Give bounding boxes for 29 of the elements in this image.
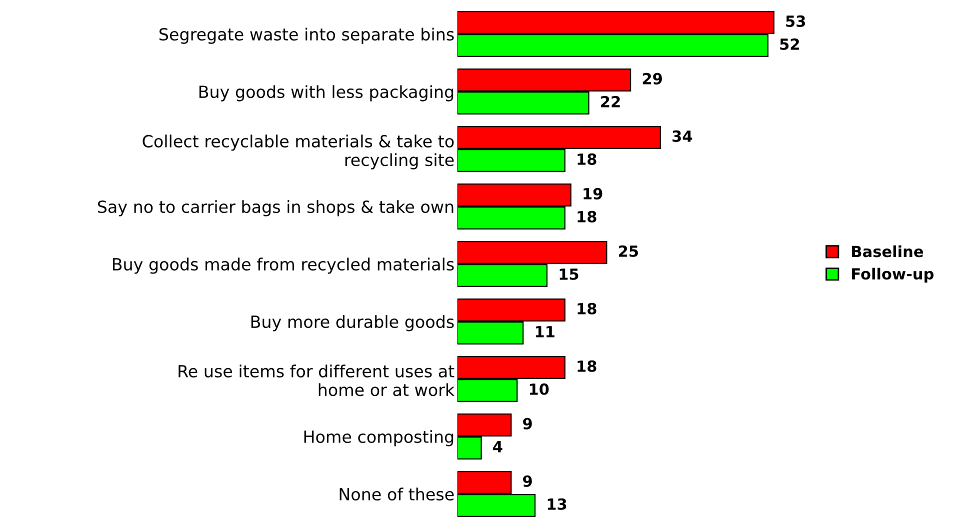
data-label: 22 [601, 96, 620, 108]
data-label: 18 [578, 360, 596, 372]
y-tick-label: Segregate waste into separate bins [160, 28, 454, 44]
data-label: 52 [780, 38, 799, 50]
data-label: 13 [548, 498, 566, 510]
y-tick-label: None of these [340, 488, 454, 501]
data-label: 4 [493, 441, 502, 452]
data-label: 18 [578, 302, 596, 314]
data-label: 11 [536, 326, 554, 338]
data-label: 9 [523, 418, 532, 430]
data-label: 29 [642, 72, 662, 84]
data-label: 19 [584, 188, 602, 200]
y-tick-label: Buy goods with less packaging [199, 85, 454, 102]
data-label: 34 [672, 130, 692, 142]
data-label: 18 [578, 210, 596, 222]
legend-label: Baseline [852, 245, 924, 258]
y-tick-label: Buy goods made from recycled materials [112, 258, 454, 274]
y-tick-label: Buy more durable goods [251, 315, 454, 332]
data-label: 15 [560, 268, 578, 280]
data-label: 10 [530, 383, 549, 395]
data-label: 53 [786, 15, 806, 27]
y-tick-label: Say no to carrier bags in shops & take own [98, 200, 454, 216]
data-label: 18 [578, 153, 596, 165]
y-tick-label: Collect recyclable materials & take to recycling site [142, 134, 454, 170]
data-label: 25 [618, 245, 638, 257]
y-tick-label: Re use items for different uses at home or at work [178, 364, 455, 396]
data-label: 9 [523, 475, 532, 487]
y-tick-label: Home composting [304, 430, 454, 446]
legend-label: Follow-up [852, 268, 934, 283]
